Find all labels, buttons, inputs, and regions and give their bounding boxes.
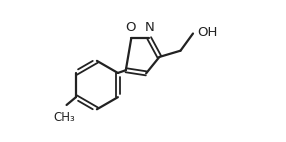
Text: O: O — [125, 21, 136, 34]
Text: OH: OH — [197, 26, 217, 39]
Text: N: N — [145, 21, 155, 34]
Text: CH₃: CH₃ — [53, 111, 75, 124]
